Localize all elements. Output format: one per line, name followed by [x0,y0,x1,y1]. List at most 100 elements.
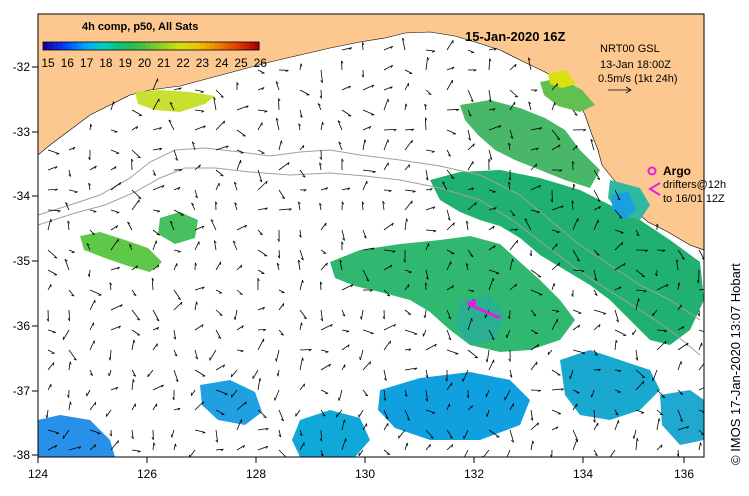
current-arrow [524,218,532,231]
current-arrow-head [319,438,322,442]
current-arrow [299,169,306,178]
current-arrow [652,369,658,382]
current-arrow-head [330,324,333,328]
current-arrow-head [138,197,142,199]
current-arrow-head [278,98,281,102]
current-arrow [131,369,137,377]
current-arrow [632,329,637,336]
colorbar-tick-label: 23 [196,56,210,70]
current-arrow-head [257,278,260,282]
current-arrow-head [528,101,532,105]
current-arrow [652,309,658,317]
current-arrow-head [512,258,514,262]
current-arrow [319,162,322,171]
current-arrow-head [325,351,329,353]
current-arrow-head [302,357,304,361]
current-arrow [677,449,680,457]
current-arrow [404,218,407,231]
current-arrow-head [56,432,60,435]
current-arrow [572,309,582,314]
current-arrow-head [682,326,685,330]
current-arrow [383,222,394,231]
current-arrow [341,229,345,241]
current-arrow-head [451,444,454,448]
current-arrow-head [195,356,198,360]
current-arrow-head [666,284,669,288]
current-arrow [383,129,397,131]
current-arrow-head [261,87,265,91]
current-arrow-head [118,325,121,329]
current-arrow-head [597,199,601,202]
current-arrow-head [573,183,576,187]
current-arrow-head [194,262,197,266]
colorbar-tick-label: 19 [119,56,133,70]
current-arrow-head [179,169,183,172]
current-arrow [320,69,323,83]
current-arrow-head [137,450,141,453]
current-arrow-head [117,440,119,444]
current-arrow-head [680,419,683,422]
current-arrow [530,409,534,421]
current-arrow-head [322,414,326,417]
current-arrow [191,141,196,151]
current-arrow-head [658,418,661,422]
current-arrow-head [239,293,243,295]
colorbar-swatch [116,42,123,50]
current-arrow-head [406,418,410,421]
current-arrow-head [514,95,518,98]
current-arrow [275,118,280,131]
current-arrow-head [69,361,72,365]
current-arrow [404,284,410,291]
current-arrow [214,240,217,251]
current-arrow [47,384,52,391]
current-arrow [572,145,578,151]
current-arrow [319,203,322,211]
current-arrow [362,169,376,173]
current-arrow-head [492,278,495,282]
current-arrow [299,309,307,320]
colorbar-swatch [219,42,226,50]
current-arrow-head [215,201,218,205]
current-arrow [446,349,459,355]
current-arrow [234,202,238,211]
current-arrow [488,429,500,438]
current-arrow-head [202,432,206,434]
current-arrow-head [337,120,341,123]
lat-label-33: -33 [13,125,31,139]
current-arrow-head [322,121,324,126]
current-arrow-head [705,289,707,291]
current-arrow [335,409,343,418]
current-arrow [527,57,532,71]
current-arrow-head [202,401,204,405]
current-arrow [362,329,374,334]
current-arrow [614,369,622,371]
current-arrow [698,442,701,451]
current-arrow [635,349,638,361]
current-arrow-head [466,220,469,224]
current-arrow-head [151,277,155,281]
current-arrow-head [664,340,667,345]
current-arrow-head [489,58,492,62]
current-arrow [509,369,513,378]
current-arrow-head [429,188,433,191]
lon-label-134: 134 [573,467,593,481]
current-arrow [530,289,543,296]
current-arrow [68,289,75,297]
current-arrow-head [414,367,418,371]
current-arrow [467,187,474,191]
colorbar-swatch [180,42,186,50]
current-arrow-head [561,205,564,209]
current-arrow [509,101,516,111]
current-arrow [488,277,494,291]
current-arrow-head [412,190,416,193]
current-arrow [209,349,217,361]
current-arrow-head [701,342,703,346]
current-arrow [593,289,598,296]
current-arrow [173,169,182,171]
current-arrow-head [280,140,283,144]
current-arrow [320,262,328,271]
current-arrow-head [302,145,305,149]
current-arrow-head [471,290,475,293]
current-arrow [89,229,95,235]
current-arrow-head [431,151,435,153]
